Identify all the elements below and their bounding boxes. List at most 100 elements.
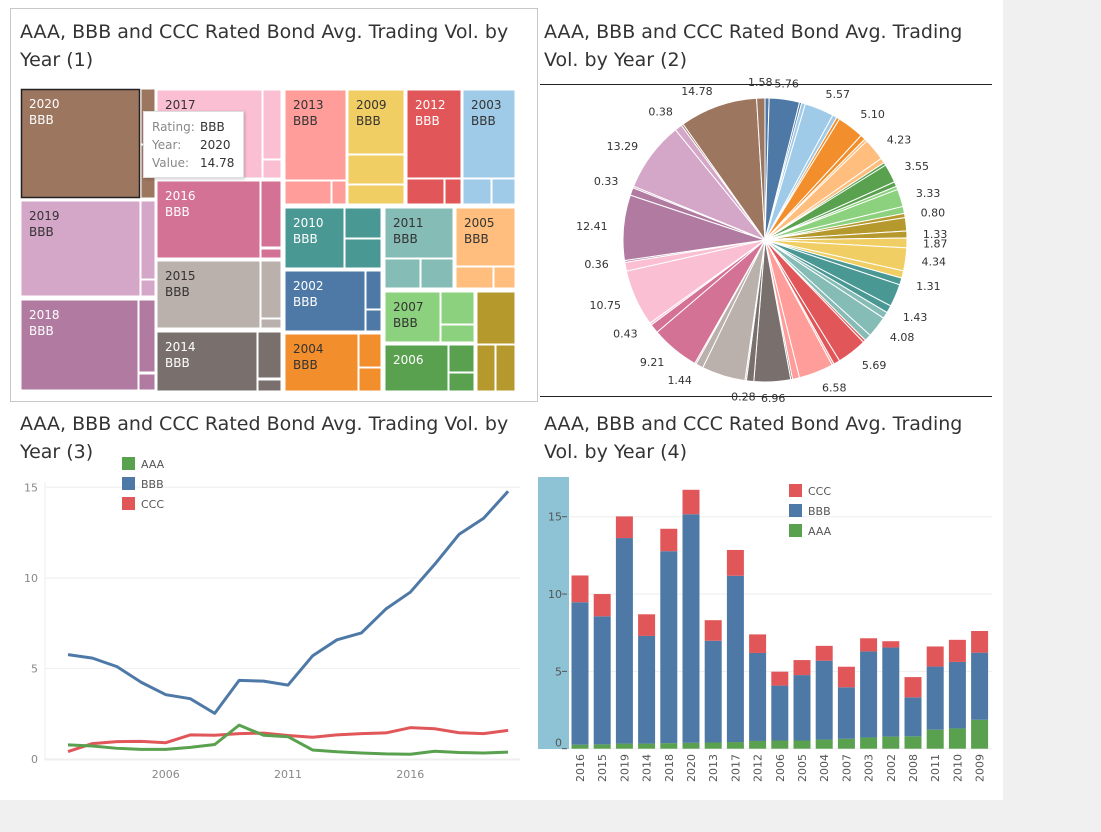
treemap-cell-2006-CCC[interactable]	[448, 344, 475, 373]
bar-segment-2006-CCC[interactable]	[771, 671, 789, 686]
treemap-cell-2012-CCC[interactable]	[406, 178, 445, 205]
bar-segment-2015-BBB[interactable]	[593, 616, 611, 745]
treemap-cell-2011-CCC[interactable]	[384, 258, 421, 289]
bar-segment-2010-CCC[interactable]	[948, 639, 966, 662]
treemap-cell-2017-AAA[interactable]	[262, 159, 282, 179]
bar-segment-2007-BBB[interactable]	[837, 687, 855, 739]
bar-segment-2019-AAA[interactable]	[615, 743, 633, 749]
treemap-cell-2013-BBB[interactable]	[284, 89, 347, 181]
treemap-cell-2015-CCC[interactable]	[260, 260, 282, 319]
bar-segment-2020-AAA[interactable]	[682, 742, 700, 749]
treemap-cell-2003-BBB[interactable]	[462, 89, 516, 179]
treemap-cell-2004-AAA[interactable]	[358, 367, 382, 392]
bar-segment-2002-BBB[interactable]	[882, 647, 900, 737]
line-series-aaa[interactable]	[67, 723, 509, 756]
treemap-cell-2012-BBB[interactable]	[406, 89, 462, 179]
bar-segment-2018-BBB[interactable]	[660, 551, 678, 744]
bar-segment-2004-BBB[interactable]	[815, 660, 833, 740]
treemap-cell-2017-CCC[interactable]	[262, 89, 282, 160]
treemap-cell-2009-AAA[interactable]	[347, 184, 405, 205]
bar-segment-2009-BBB[interactable]	[971, 652, 989, 720]
treemap-cell-2019-CCC[interactable]	[140, 200, 156, 280]
treemap-cell-2013-AAA[interactable]	[331, 180, 347, 205]
bar-segment-2004-CCC[interactable]	[815, 645, 833, 661]
bar-segment-2018-CCC[interactable]	[660, 528, 678, 552]
treemap-cell-2018-AAA[interactable]	[138, 373, 156, 391]
treemap-cell-2016-BBB[interactable]	[156, 180, 261, 259]
bar-segment-2005-CCC[interactable]	[793, 660, 811, 676]
treemap-cell-2007-CCC[interactable]	[440, 291, 475, 325]
bar-segment-2013-CCC[interactable]	[704, 620, 722, 641]
bar-segment-2016-BBB[interactable]	[571, 602, 589, 745]
treemap-cell-2020-BBB[interactable]	[20, 88, 141, 199]
bar-segment-2006-AAA[interactable]	[771, 740, 789, 749]
bar-segment-2017-AAA[interactable]	[726, 742, 744, 749]
treemap-cell-2015-BBB[interactable]	[156, 260, 261, 329]
treemap-cell-2012-AAA[interactable]	[444, 178, 462, 205]
bar-segment-2011-BBB[interactable]	[926, 666, 944, 730]
treemap-cell-2007-AAA[interactable]	[440, 324, 475, 343]
bar-segment-2014-BBB[interactable]	[638, 635, 656, 744]
treemap-cell-2003-AAA[interactable]	[491, 178, 516, 205]
treemap-cell-2004-BBB[interactable]	[284, 333, 359, 392]
bar-segment-2002-AAA[interactable]	[882, 736, 900, 749]
bar-segment-2012-BBB[interactable]	[749, 652, 767, 741]
bar-segment-2016-CCC[interactable]	[571, 575, 589, 603]
treemap-cell-2010-AAA[interactable]	[344, 238, 382, 269]
treemap-cell-2014-BBB[interactable]	[156, 331, 258, 392]
treemap-cell-2003-CCC[interactable]	[462, 178, 492, 205]
bar-y-axis-highlight[interactable]	[538, 477, 569, 749]
treemap-cell-2002-AAA[interactable]	[365, 309, 382, 332]
treemap-cell-2008-AAA[interactable]	[495, 344, 516, 392]
treemap-cell-2007-BBB[interactable]	[384, 291, 441, 343]
bar-segment-2014-CCC[interactable]	[638, 614, 656, 636]
treemap-cell-2010-CCC[interactable]	[344, 207, 382, 239]
treemap-cell-2014-AAA[interactable]	[257, 379, 282, 392]
treemap-cell-2016-AAA[interactable]	[260, 248, 282, 259]
treemap-cell-2015-AAA[interactable]	[260, 318, 282, 329]
bar-segment-2019-CCC[interactable]	[615, 516, 633, 539]
treemap-cell-2002-CCC[interactable]	[365, 270, 382, 310]
bar-segment-2017-CCC[interactable]	[726, 549, 744, 576]
pie-slice-2020-CCC[interactable]	[756, 97, 766, 241]
bar-segment-2003-BBB[interactable]	[860, 651, 878, 738]
treemap-cell-2005-AAA[interactable]	[493, 266, 516, 289]
treemap-cell-2005-CCC[interactable]	[455, 266, 494, 289]
bar-segment-2009-AAA[interactable]	[971, 719, 989, 749]
treemap-cell-2014-CCC[interactable]	[257, 331, 282, 379]
treemap-cell-2009-CCC[interactable]	[347, 154, 405, 185]
treemap-cell-2008-CCC[interactable]	[476, 344, 496, 392]
bar-segment-2007-CCC[interactable]	[837, 666, 855, 688]
treemap-cell-2005-BBB[interactable]	[455, 207, 516, 267]
bar-segment-2014-AAA[interactable]	[638, 743, 656, 749]
bar-segment-2010-BBB[interactable]	[948, 661, 966, 729]
bar-segment-2012-CCC[interactable]	[749, 634, 767, 653]
treemap-cell-2006-BBB[interactable]	[384, 344, 449, 392]
treemap-cell-2011-BBB[interactable]	[384, 207, 454, 259]
treemap-cell-2018-BBB[interactable]	[20, 299, 139, 391]
bar-segment-2003-AAA[interactable]	[860, 737, 878, 749]
treemap-cell-2018-CCC[interactable]	[138, 299, 156, 373]
treemap-cell-2013-CCC[interactable]	[284, 180, 332, 205]
bar-segment-2002-CCC[interactable]	[882, 641, 900, 648]
treemap-cell-2016-CCC[interactable]	[260, 180, 282, 248]
bar-segment-2020-CCC[interactable]	[682, 489, 700, 515]
bar-segment-2008-CCC[interactable]	[904, 677, 922, 698]
bar-segment-2007-AAA[interactable]	[837, 738, 855, 749]
bar-segment-2011-CCC[interactable]	[926, 646, 944, 667]
line-series-bbb[interactable]	[67, 490, 510, 715]
bar-segment-2005-BBB[interactable]	[793, 675, 811, 741]
treemap-cell-2011-AAA[interactable]	[420, 258, 454, 289]
bar-segment-2019-BBB[interactable]	[615, 538, 633, 744]
charts-canvas[interactable]: 2020 BBB 2019 BBB 2018 BBB 2017 2016 BBB 2015 BBB 2…	[0, 0, 1003, 800]
bar-segment-2012-AAA[interactable]	[749, 740, 767, 749]
bar-segment-2004-AAA[interactable]	[815, 739, 833, 749]
bar-segment-2018-AAA[interactable]	[660, 743, 678, 749]
treemap-cell-2010-BBB[interactable]	[284, 207, 345, 269]
bar-segment-2013-AAA[interactable]	[704, 742, 722, 749]
bar-segment-2020-BBB[interactable]	[682, 514, 700, 743]
bar-segment-2005-AAA[interactable]	[793, 740, 811, 749]
bar-segment-2006-BBB[interactable]	[771, 685, 789, 741]
treemap-cell-2006-AAA[interactable]	[448, 372, 475, 392]
bar-segment-2013-BBB[interactable]	[704, 640, 722, 743]
